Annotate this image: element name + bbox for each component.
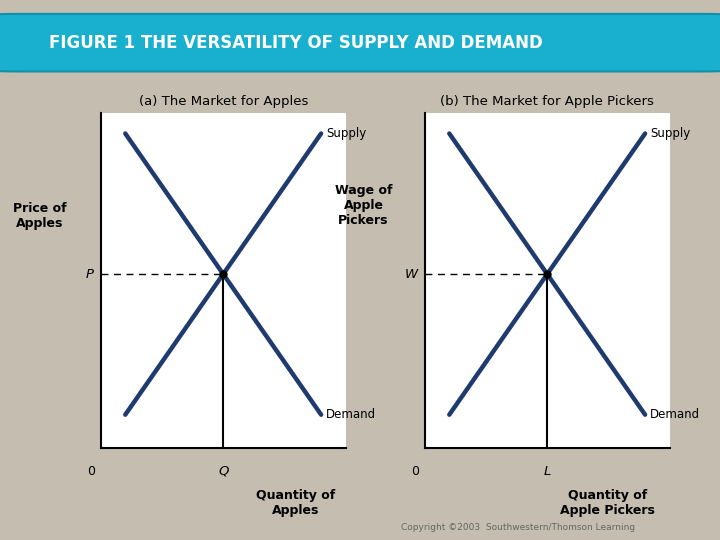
Title: (b) The Market for Apple Pickers: (b) The Market for Apple Pickers (440, 95, 654, 108)
Text: Demand: Demand (650, 408, 700, 421)
Text: Supply: Supply (650, 127, 690, 140)
Text: 0: 0 (86, 465, 95, 478)
Text: W: W (405, 268, 418, 281)
Text: 0: 0 (410, 465, 418, 478)
Text: Demand: Demand (326, 408, 376, 421)
Title: (a) The Market for Apples: (a) The Market for Apples (138, 95, 308, 108)
Text: Quantity of
Apples: Quantity of Apples (256, 489, 335, 517)
Text: Copyright ©2003  Southwestern/Thomson Learning: Copyright ©2003 Southwestern/Thomson Lea… (401, 523, 636, 532)
Text: P: P (86, 268, 94, 281)
FancyBboxPatch shape (0, 14, 720, 71)
Text: Quantity of
Apple Pickers: Quantity of Apple Pickers (560, 489, 655, 517)
Text: L: L (544, 465, 551, 478)
Text: Price of
Apples: Price of Apples (13, 202, 66, 230)
Text: Wage of
Apple
Pickers: Wage of Apple Pickers (335, 184, 392, 227)
Text: Q: Q (218, 465, 228, 478)
Text: FIGURE 1 THE VERSATILITY OF SUPPLY AND DEMAND: FIGURE 1 THE VERSATILITY OF SUPPLY AND D… (49, 33, 542, 52)
Text: Supply: Supply (326, 127, 366, 140)
